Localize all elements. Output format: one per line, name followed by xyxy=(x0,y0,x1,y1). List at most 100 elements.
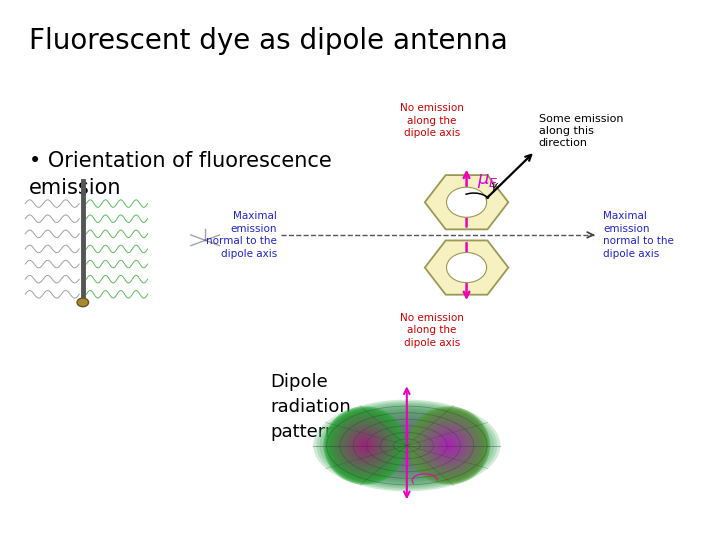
Ellipse shape xyxy=(408,408,489,483)
Ellipse shape xyxy=(329,411,401,480)
Ellipse shape xyxy=(339,421,391,470)
Ellipse shape xyxy=(348,430,382,461)
Ellipse shape xyxy=(372,429,441,462)
Ellipse shape xyxy=(320,403,494,488)
Ellipse shape xyxy=(432,430,465,461)
Text: No emission
along the
dipole axis: No emission along the dipole axis xyxy=(400,313,464,348)
Ellipse shape xyxy=(325,406,488,485)
Ellipse shape xyxy=(364,444,366,447)
Text: Fluorescent dye as dipole antenna: Fluorescent dye as dipole antenna xyxy=(29,27,508,55)
Ellipse shape xyxy=(404,444,410,447)
Ellipse shape xyxy=(425,423,472,468)
Ellipse shape xyxy=(344,426,386,465)
Ellipse shape xyxy=(316,401,498,490)
Ellipse shape xyxy=(325,408,405,483)
Ellipse shape xyxy=(326,409,404,482)
Ellipse shape xyxy=(335,410,479,481)
Ellipse shape xyxy=(354,420,460,471)
Ellipse shape xyxy=(417,415,480,476)
Ellipse shape xyxy=(443,440,454,451)
Ellipse shape xyxy=(410,409,487,482)
Ellipse shape xyxy=(366,426,447,465)
Ellipse shape xyxy=(429,427,468,464)
Ellipse shape xyxy=(336,418,394,473)
Ellipse shape xyxy=(439,436,458,455)
Ellipse shape xyxy=(423,422,474,469)
Ellipse shape xyxy=(385,435,428,456)
Ellipse shape xyxy=(340,422,390,469)
Ellipse shape xyxy=(447,444,450,447)
Ellipse shape xyxy=(360,422,454,468)
Ellipse shape xyxy=(338,412,475,479)
Ellipse shape xyxy=(313,400,500,491)
Ellipse shape xyxy=(344,415,469,476)
Ellipse shape xyxy=(338,420,392,471)
Ellipse shape xyxy=(438,435,459,456)
Ellipse shape xyxy=(423,421,474,470)
Ellipse shape xyxy=(413,411,485,480)
Ellipse shape xyxy=(358,439,372,452)
Text: Maximal
emission
normal to the
dipole axis: Maximal emission normal to the dipole ax… xyxy=(603,211,674,259)
Ellipse shape xyxy=(414,413,483,478)
Ellipse shape xyxy=(347,429,383,462)
Ellipse shape xyxy=(388,436,426,455)
Polygon shape xyxy=(425,240,508,295)
Ellipse shape xyxy=(333,415,397,476)
Text: $\gamma$: $\gamma$ xyxy=(490,181,499,193)
Circle shape xyxy=(446,187,487,217)
Ellipse shape xyxy=(444,442,453,449)
Ellipse shape xyxy=(395,440,419,451)
Ellipse shape xyxy=(376,430,438,461)
Ellipse shape xyxy=(351,418,463,473)
Ellipse shape xyxy=(411,410,486,481)
Ellipse shape xyxy=(433,431,464,460)
Ellipse shape xyxy=(441,439,456,452)
Ellipse shape xyxy=(431,429,467,462)
Ellipse shape xyxy=(421,420,476,471)
Ellipse shape xyxy=(382,433,432,458)
Text: No emission
along the
dipole axis: No emission along the dipole axis xyxy=(400,103,464,138)
Ellipse shape xyxy=(343,424,387,467)
Ellipse shape xyxy=(346,427,384,464)
Ellipse shape xyxy=(359,440,371,451)
Text: Some emission
along this
direction: Some emission along this direction xyxy=(539,114,623,148)
Circle shape xyxy=(446,253,487,282)
Ellipse shape xyxy=(356,437,373,454)
Ellipse shape xyxy=(329,407,485,484)
Ellipse shape xyxy=(356,436,374,455)
Ellipse shape xyxy=(335,417,395,474)
Circle shape xyxy=(77,298,89,307)
Ellipse shape xyxy=(415,414,482,477)
Ellipse shape xyxy=(369,427,444,464)
Text: • Orientation of fluorescence
emission: • Orientation of fluorescence emission xyxy=(29,151,331,198)
Ellipse shape xyxy=(436,434,461,457)
Ellipse shape xyxy=(353,434,377,457)
Ellipse shape xyxy=(351,433,379,458)
Ellipse shape xyxy=(341,423,389,468)
Text: Maximal
emission
normal to the
dipole axis: Maximal emission normal to the dipole ax… xyxy=(207,211,277,259)
Ellipse shape xyxy=(426,424,471,467)
Ellipse shape xyxy=(362,443,368,448)
Ellipse shape xyxy=(357,421,456,470)
Ellipse shape xyxy=(332,414,398,477)
Ellipse shape xyxy=(391,438,423,453)
Ellipse shape xyxy=(328,410,402,481)
Ellipse shape xyxy=(341,414,472,477)
Ellipse shape xyxy=(435,433,462,458)
Ellipse shape xyxy=(323,406,406,485)
Ellipse shape xyxy=(350,431,380,460)
Text: Dipole
radiation
pattern: Dipole radiation pattern xyxy=(270,373,351,441)
Ellipse shape xyxy=(428,426,469,465)
Ellipse shape xyxy=(446,443,451,448)
Ellipse shape xyxy=(397,441,416,450)
Ellipse shape xyxy=(354,435,376,456)
Ellipse shape xyxy=(332,409,482,482)
Ellipse shape xyxy=(418,417,479,474)
Ellipse shape xyxy=(408,406,490,485)
Ellipse shape xyxy=(363,424,451,467)
Ellipse shape xyxy=(330,413,400,478)
Ellipse shape xyxy=(440,437,457,454)
Ellipse shape xyxy=(420,418,477,473)
Ellipse shape xyxy=(400,442,413,449)
Ellipse shape xyxy=(348,416,466,475)
